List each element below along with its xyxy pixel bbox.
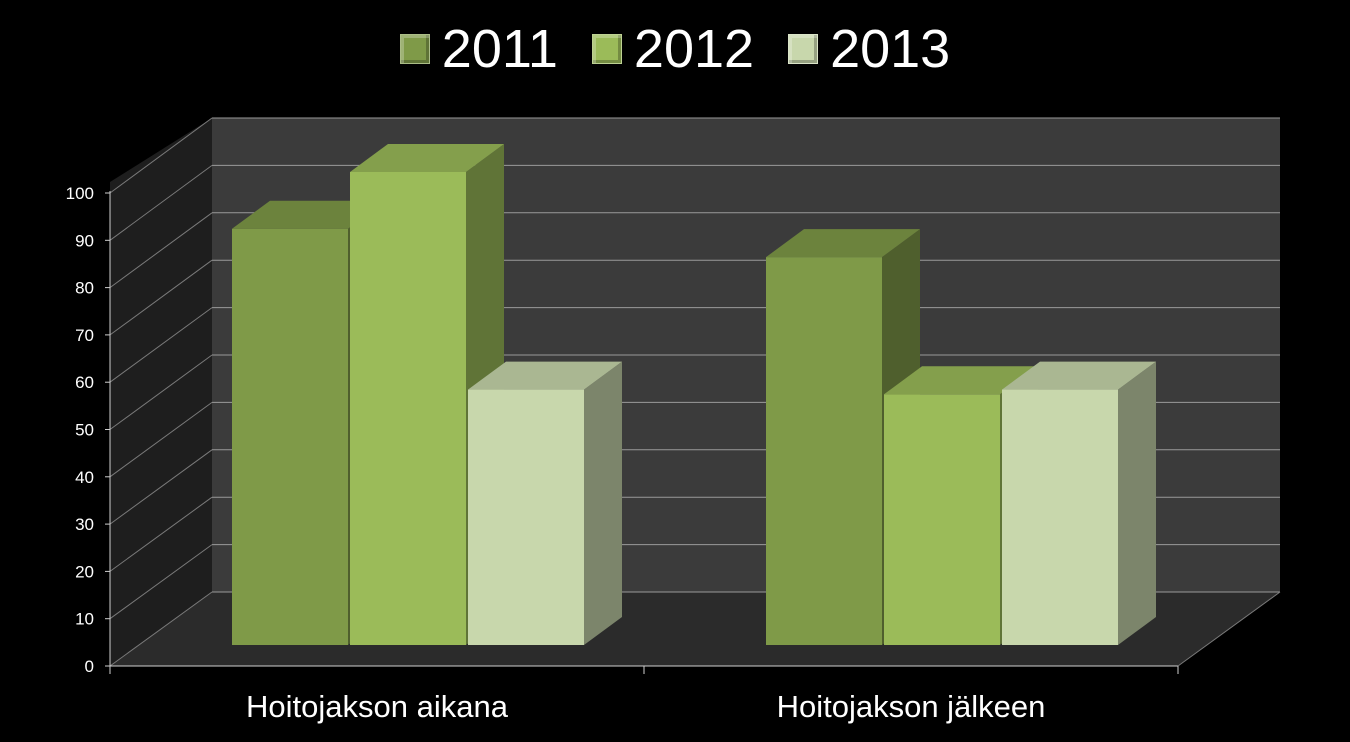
legend-swatch (788, 34, 819, 64)
gridline-side (109, 496, 213, 572)
legend-label: 2013 (830, 19, 951, 79)
y-tick-label: 100 (66, 184, 94, 203)
gridline-side (109, 591, 213, 667)
floor-edge (1177, 591, 1281, 667)
legend-swatch (591, 34, 622, 64)
gridline-side (109, 401, 213, 478)
legend-swatch (399, 34, 430, 64)
bar-2013-aikana (468, 361, 622, 645)
gridline-side (109, 449, 213, 525)
gridline-side (109, 544, 213, 620)
legend-item-2013: 2013 (788, 22, 950, 76)
gridline-side (109, 212, 213, 289)
y-tick-label: 60 (75, 373, 94, 392)
gridline-side (109, 164, 213, 241)
gridline-side (109, 307, 213, 383)
bar-2013-jalkeen (1002, 361, 1156, 645)
bar-2011-jalkeen (766, 229, 920, 645)
gridline-side (109, 259, 213, 336)
y-tick-label: 80 (75, 279, 94, 298)
bar-top (1002, 361, 1156, 390)
y-tick-label: 30 (75, 515, 94, 534)
y-tick-label: 50 (75, 421, 94, 440)
legend-item-2012: 2012 (591, 19, 755, 79)
legend: 2011 2012 2013 (0, 14, 1350, 84)
bar-top (766, 229, 920, 258)
bar-front (1002, 389, 1118, 645)
bar-front (468, 389, 584, 645)
y-tick-label: 70 (75, 326, 94, 345)
legend-item-2011: 2011 (399, 19, 558, 79)
bar-top (468, 361, 622, 390)
bar-side (1118, 361, 1156, 645)
gridline-side (109, 354, 213, 430)
legend-label: 2011 (441, 19, 558, 79)
y-tick-label: 10 (75, 610, 94, 629)
y-tick-label: 0 (85, 657, 94, 676)
bar-top (232, 200, 386, 229)
bar-side (584, 361, 622, 645)
legend-label: 2012 (633, 19, 755, 79)
bar-front (232, 228, 348, 645)
bar-top (884, 366, 1038, 395)
bar-front (766, 257, 882, 645)
x-category-label: Hoitojakson jälkeen (777, 689, 1046, 724)
bar-front (884, 394, 1000, 645)
y-tick-label: 20 (75, 562, 94, 581)
gridline-side (109, 117, 213, 194)
y-tick-label: 40 (75, 468, 94, 487)
bar-front (350, 172, 466, 645)
bar-top (350, 144, 504, 172)
y-tick-label: 90 (75, 231, 94, 250)
x-category-label: Hoitojakson aikana (246, 689, 509, 724)
